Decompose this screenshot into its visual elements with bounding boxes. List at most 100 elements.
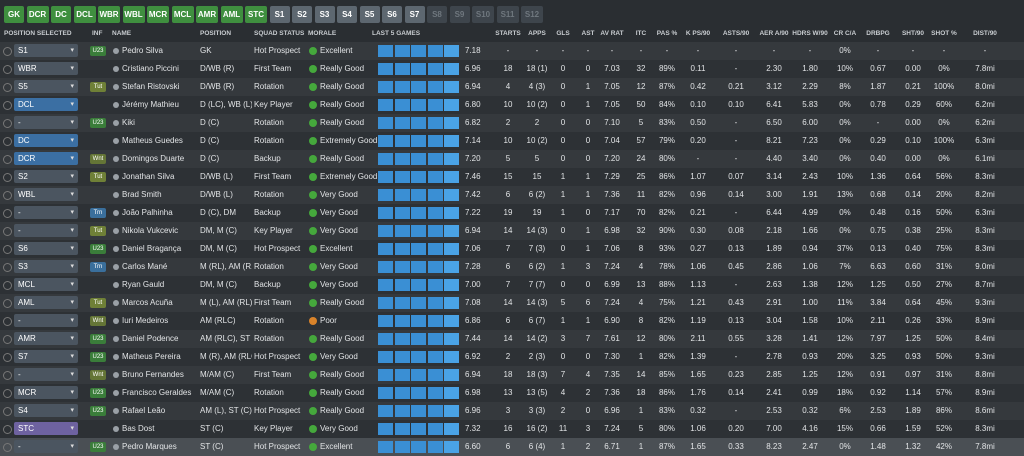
player-row[interactable]: - ▾ Wnt Bruno Fernandes M/AM (C) First Team Re…: [0, 366, 1024, 384]
position-tab[interactable]: MCL: [171, 6, 194, 23]
position-tab[interactable]: S8: [427, 6, 447, 23]
column-header[interactable]: LAST 5 GAMES: [372, 30, 421, 37]
position-dropdown[interactable]: WBL ▾: [14, 188, 78, 201]
position-dropdown[interactable]: DC ▾: [14, 134, 78, 147]
position-dropdown[interactable]: AML ▾: [14, 296, 78, 309]
select-radio[interactable]: [3, 65, 12, 74]
player-name[interactable]: Marcos Acuña: [122, 298, 173, 307]
player-row[interactable]: S5 ▾ Tut Stefan Ristovski D/WB (R) Rotation Re…: [0, 78, 1024, 96]
select-radio[interactable]: [3, 407, 12, 416]
position-tab[interactable]: S2: [292, 6, 312, 23]
select-radio[interactable]: [3, 335, 12, 344]
player-name[interactable]: Domingos Duarte: [122, 154, 185, 163]
player-name[interactable]: Matheus Pereira: [122, 352, 181, 361]
position-dropdown[interactable]: MCL ▾: [14, 278, 78, 291]
player-name[interactable]: Pedro Marques: [122, 442, 177, 451]
select-radio[interactable]: [3, 173, 12, 182]
column-header[interactable]: PAS %: [656, 30, 678, 37]
player-row[interactable]: - ▾ Trn João Palhinha D (C), DM Backup Very Go…: [0, 204, 1024, 222]
position-tab[interactable]: S6: [382, 6, 402, 23]
player-name[interactable]: Jonathan Silva: [122, 172, 175, 181]
position-dropdown[interactable]: - ▾: [14, 440, 78, 453]
player-row[interactable]: S7▾ U23 Matheus Pereira M (R), AM (RLC)Hot …: [0, 348, 1024, 366]
column-header[interactable]: DIST/90: [973, 30, 997, 37]
player-name[interactable]: Pedro Silva: [122, 46, 163, 55]
position-tab[interactable]: S4: [337, 6, 357, 23]
select-radio[interactable]: [3, 119, 12, 128]
select-radio[interactable]: [3, 47, 12, 56]
player-name[interactable]: Ryan Gauld: [122, 280, 165, 289]
position-tab[interactable]: S7: [404, 6, 425, 23]
player-row[interactable]: AML ▾ Tut Marcos Acuña M (L), AM (RL) First T…: [0, 294, 1024, 312]
position-tab[interactable]: WBR: [98, 6, 120, 23]
player-row[interactable]: AMR▾ U23 Daniel Podence AM (RLC), ST (C)Rot…: [0, 330, 1024, 348]
player-name[interactable]: Iuri Medeiros: [122, 316, 169, 325]
player-row[interactable]: DC ▾ Matheus Guedes D (C) Rotation Extremely …: [0, 132, 1024, 150]
select-radio[interactable]: [3, 353, 12, 362]
column-header[interactable]: POSITION SELECTED: [4, 30, 72, 37]
player-name[interactable]: Cristiano Piccini: [122, 64, 179, 73]
position-tab[interactable]: STC: [245, 6, 267, 23]
position-tab[interactable]: AMR: [196, 6, 218, 23]
column-header[interactable]: K PS/90: [685, 30, 711, 37]
position-tab[interactable]: S11: [496, 6, 519, 23]
select-radio[interactable]: [3, 83, 12, 92]
position-tab[interactable]: GK: [4, 6, 24, 23]
column-header[interactable]: SHT/90: [901, 30, 925, 37]
player-row[interactable]: - ▾ Wnt Iuri Medeiros AM (RLC) Rotation Poor 6.…: [0, 312, 1024, 330]
position-dropdown[interactable]: WBR ▾: [14, 62, 78, 75]
position-tab[interactable]: S5: [359, 6, 380, 23]
player-row[interactable]: S1 ▾ U23 Pedro Silva GK Hot Prospect Excellent…: [0, 42, 1024, 60]
position-tab[interactable]: AML: [220, 6, 243, 23]
select-radio[interactable]: [3, 389, 12, 398]
select-radio[interactable]: [3, 191, 12, 200]
column-header[interactable]: CR C/A: [833, 30, 857, 37]
position-tab[interactable]: DC: [51, 6, 71, 23]
position-dropdown[interactable]: - ▾: [14, 314, 78, 327]
select-radio[interactable]: [3, 101, 12, 110]
player-name[interactable]: Brad Smith: [122, 190, 162, 199]
column-header[interactable]: SQUAD STATUS: [254, 30, 305, 37]
position-dropdown[interactable]: DCL ▾: [14, 98, 78, 111]
column-header[interactable]: NAME: [112, 30, 132, 37]
position-tab[interactable]: S9: [449, 6, 470, 23]
select-radio[interactable]: [3, 245, 12, 254]
position-dropdown[interactable]: MCR ▾: [14, 386, 78, 399]
player-row[interactable]: MCR ▾ U23 Francisco Geraldes M/AM (C) Rotatio…: [0, 384, 1024, 402]
player-row[interactable]: S2 ▾ Tut Jonathan Silva D/WB (L) First Team Ex…: [0, 168, 1024, 186]
player-name[interactable]: Jérémy Mathieu: [122, 100, 179, 109]
player-row[interactable]: S6 ▾ U23 Daniel Bragança DM, M (C) Hot Prospe…: [0, 240, 1024, 258]
player-name[interactable]: Bruno Fernandes: [122, 370, 184, 379]
position-dropdown[interactable]: S3 ▾: [14, 260, 78, 273]
player-row[interactable]: - ▾ U23 Kiki D (C) Rotation Really Good 6.82 2 2 0…: [0, 114, 1024, 132]
player-row[interactable]: WBR ▾ Cristiano Piccini D/WB (R) First Team R…: [0, 60, 1024, 78]
position-dropdown[interactable]: S2 ▾: [14, 170, 78, 183]
position-dropdown[interactable]: S6 ▾: [14, 242, 78, 255]
select-radio[interactable]: [3, 263, 12, 272]
player-row[interactable]: DCL ▾ Jérémy Mathieu D (LC), WB (L) Key Play…: [0, 96, 1024, 114]
select-radio[interactable]: [3, 317, 12, 326]
position-dropdown[interactable]: S4 ▾: [14, 404, 78, 417]
select-radio[interactable]: [3, 209, 12, 218]
player-row[interactable]: S3▾ Trn Carlos Mané M (RL), AM (R...Rotatio…: [0, 258, 1024, 276]
player-name[interactable]: Kiki: [122, 118, 135, 127]
player-row[interactable]: - ▾ Tut Nikola Vukcevic DM, M (C) Key Player V…: [0, 222, 1024, 240]
player-name[interactable]: Francisco Geraldes: [122, 388, 192, 397]
column-header[interactable]: AER A/90: [759, 30, 789, 37]
player-row[interactable]: S4 ▾ U23 Rafael Leão AM (L), ST (C) Hot Prosp…: [0, 402, 1024, 420]
column-header[interactable]: SHOT %: [931, 30, 957, 37]
player-row[interactable]: DCR ▾ Wnt Domingos Duarte D (C) Backup Really …: [0, 150, 1024, 168]
column-header[interactable]: STARTS: [495, 30, 521, 37]
column-header[interactable]: INF: [92, 30, 103, 37]
position-dropdown[interactable]: STC ▾: [14, 422, 78, 435]
position-tab[interactable]: DCR: [26, 6, 49, 23]
select-radio[interactable]: [3, 371, 12, 380]
column-header[interactable]: GLS: [556, 30, 570, 37]
position-dropdown[interactable]: DCR ▾: [14, 152, 78, 165]
position-dropdown[interactable]: S1 ▾: [14, 44, 78, 57]
position-tab[interactable]: MCR: [147, 6, 169, 23]
player-row[interactable]: - ▾ U23 Pedro Marques ST (C) Hot Prospect Exce…: [0, 438, 1024, 456]
select-radio[interactable]: [3, 281, 12, 290]
player-name[interactable]: João Palhinha: [122, 208, 173, 217]
column-header[interactable]: APPS: [528, 30, 546, 37]
